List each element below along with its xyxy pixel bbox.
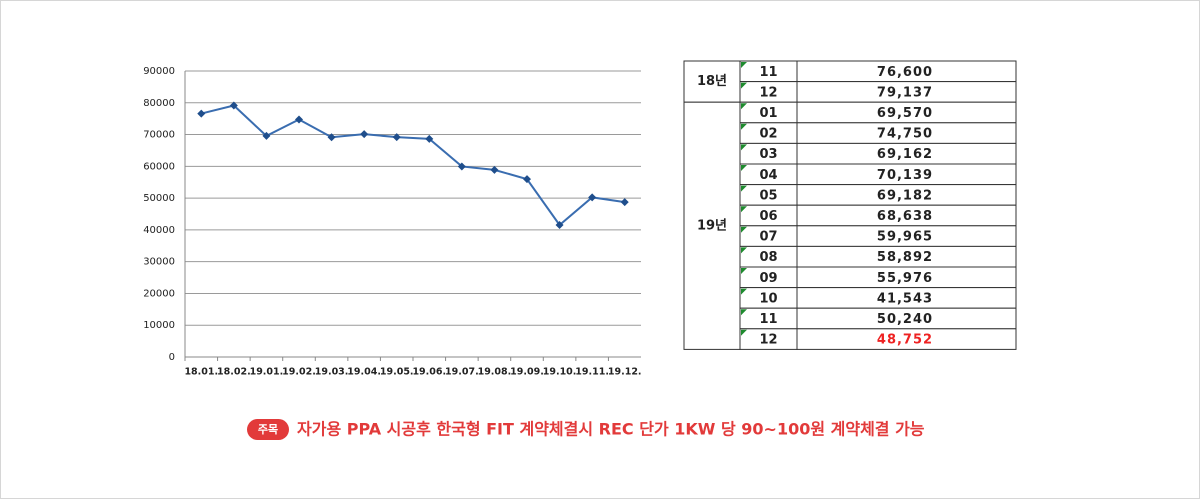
y-tick-label: 80000 (143, 98, 175, 109)
cell-flag (741, 288, 747, 295)
marker (327, 133, 336, 142)
table-value: 74,750 (877, 127, 933, 142)
x-tick-label: 19.06. (412, 367, 446, 378)
marker (392, 133, 401, 142)
cell-flag (741, 185, 747, 192)
table-month: 11 (759, 65, 777, 80)
x-tick-label: 18.01. (184, 367, 218, 378)
y-tick-label: 70000 (143, 130, 175, 141)
table-value: 48,752 (877, 333, 933, 348)
x-tick-label: 19.12. (608, 367, 642, 378)
table-group-cell (683, 101, 741, 350)
marker (425, 134, 434, 143)
cell-flag (741, 309, 747, 316)
table-value: 70,139 (877, 168, 933, 183)
x-tick-label: 19.08. (478, 367, 512, 378)
x-tick-label: 19.01. (250, 367, 284, 378)
table-value: 58,892 (877, 250, 933, 265)
cell-flag (741, 206, 747, 213)
cell-flag (741, 247, 747, 254)
table-value: 79,137 (877, 85, 933, 100)
table-month: 09 (759, 271, 777, 286)
marker (588, 193, 597, 202)
table-month: 06 (759, 209, 777, 224)
note-text: 자가용 PPA 시공후 한국형 FIT 계약체결시 REC 단가 1KW 당 9… (297, 420, 925, 439)
x-tick-label: 19.04. (347, 367, 381, 378)
y-tick-label: 90000 (143, 66, 175, 77)
cell-flag (741, 82, 747, 89)
table-month: 05 (759, 188, 777, 203)
y-tick-label: 0 (169, 352, 175, 363)
table-month: 12 (759, 85, 777, 100)
table-value: 69,182 (877, 188, 933, 203)
table-value: 50,240 (877, 312, 933, 327)
x-tick-label: 19.10. (543, 367, 577, 378)
cell-flag (741, 268, 747, 274)
table-month: 08 (759, 250, 777, 265)
x-tick-label: 19.09. (510, 367, 544, 378)
table-month: 12 (759, 333, 777, 348)
marker (555, 220, 564, 229)
cell-flag (741, 165, 747, 171)
marker (229, 101, 238, 110)
x-tick-label: 19.02. (282, 367, 316, 378)
marker (262, 131, 271, 140)
table-year: 19년 (697, 218, 727, 233)
table-month: 07 (759, 230, 777, 245)
marker (490, 165, 499, 174)
y-tick-label: 10000 (143, 320, 175, 331)
y-tick-label: 30000 (143, 257, 175, 268)
marker (523, 175, 531, 184)
table-value: 41,543 (877, 291, 933, 306)
note-badge (247, 419, 289, 440)
marker (197, 109, 206, 118)
table-month: 01 (759, 106, 777, 121)
table-month: 04 (759, 168, 777, 183)
cell-flag (741, 103, 747, 110)
y-tick-label: 20000 (143, 288, 175, 299)
table-value: 76,600 (877, 65, 933, 80)
cell-flag (741, 329, 747, 336)
marker (360, 130, 369, 139)
y-tick-label: 60000 (143, 161, 175, 172)
table-year: 18년 (697, 74, 727, 89)
x-tick-label: 19.05. (380, 367, 414, 378)
table-cell (796, 328, 1017, 350)
table-month: 10 (759, 291, 777, 306)
table-value: 69,162 (877, 147, 933, 162)
x-tick-label: 19.07. (445, 367, 479, 378)
note-badge-text: 주목 (258, 423, 278, 436)
marker (620, 198, 629, 207)
table-value: 69,570 (877, 106, 933, 121)
x-tick-label: 19.03. (315, 367, 349, 378)
cell-flag (741, 62, 747, 68)
line (201, 104, 625, 227)
y-tick-label: 40000 (143, 225, 175, 236)
table-month: 11 (759, 312, 777, 327)
cell-flag (741, 226, 747, 233)
table-value: 59,965 (877, 230, 933, 245)
table-value: 68,638 (877, 209, 933, 224)
cell-flag (741, 123, 747, 130)
x-tick-label: 18.02. (217, 367, 251, 378)
table-month: 02 (759, 127, 777, 142)
table-group-cell (683, 60, 741, 103)
table-month: 03 (759, 147, 777, 162)
x-tick-label: 19.11. (575, 367, 609, 378)
marker (457, 162, 466, 171)
cell-flag (741, 144, 747, 151)
marker (295, 115, 303, 124)
y-tick-label: 50000 (143, 193, 175, 204)
table-value: 55,976 (877, 271, 933, 286)
